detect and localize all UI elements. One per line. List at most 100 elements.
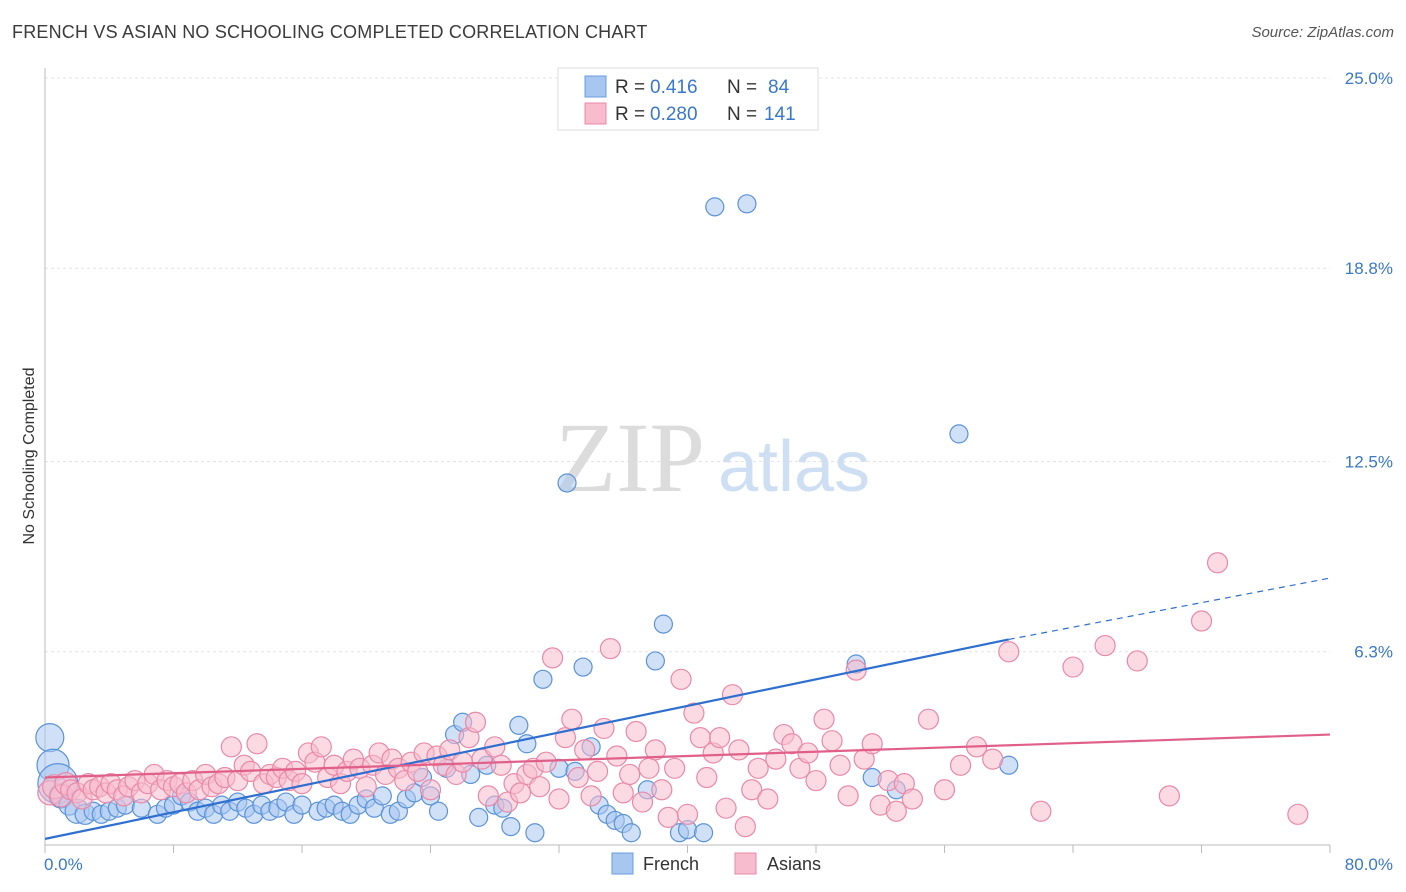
asians-point bbox=[586, 760, 609, 782]
asians-point bbox=[715, 797, 737, 819]
asians-point bbox=[696, 766, 718, 789]
y-tick-label: 25.0% bbox=[1345, 69, 1393, 88]
french-point bbox=[501, 816, 521, 837]
legend-n-label-asians: N = bbox=[727, 104, 757, 125]
asians-point bbox=[813, 708, 835, 730]
asians-point bbox=[1190, 610, 1213, 632]
asians-point bbox=[741, 779, 763, 801]
asians-point bbox=[734, 815, 756, 838]
y-tick-label: 12.5% bbox=[1345, 453, 1393, 472]
asians-point bbox=[676, 803, 699, 825]
asians-point bbox=[670, 668, 692, 690]
asians-point bbox=[619, 763, 641, 786]
asians-point bbox=[821, 730, 843, 752]
french-point bbox=[533, 669, 553, 689]
french-point bbox=[35, 723, 65, 753]
legend-swatch-asians bbox=[584, 102, 607, 125]
legend-n-label-french: N = bbox=[727, 77, 757, 98]
asians-point bbox=[631, 791, 654, 813]
source-label: Source: ZipAtlas.com bbox=[1251, 24, 1394, 41]
bottom-legend: French Asians bbox=[611, 852, 821, 875]
asians-point bbox=[728, 739, 750, 761]
asians-point bbox=[548, 788, 570, 810]
french-trend-extension bbox=[1008, 577, 1331, 641]
asians-point bbox=[901, 788, 923, 810]
asians-point bbox=[651, 779, 673, 801]
french-series bbox=[35, 194, 1019, 843]
asians-point bbox=[574, 739, 596, 761]
french-trend-line bbox=[44, 638, 1009, 840]
asians-point bbox=[535, 751, 557, 773]
asians-point bbox=[612, 782, 634, 804]
axes bbox=[44, 68, 1331, 853]
y-tick-labels: 6.3% 12.5% 18.8% 25.0% bbox=[1345, 69, 1393, 662]
asians-point bbox=[805, 769, 827, 792]
asians-point bbox=[949, 754, 972, 776]
asians-point bbox=[829, 754, 851, 776]
asians-point bbox=[490, 754, 512, 776]
asians-point bbox=[837, 785, 859, 807]
x-tick-label-min: 0.0% bbox=[44, 855, 83, 874]
asians-point bbox=[747, 757, 769, 779]
asians-point bbox=[885, 800, 907, 822]
french-point bbox=[428, 801, 449, 821]
french-point bbox=[372, 786, 392, 806]
french-point bbox=[737, 194, 757, 214]
asians-point bbox=[644, 739, 666, 761]
asians-point bbox=[246, 733, 268, 755]
asians-point bbox=[355, 776, 377, 798]
asians-point bbox=[567, 766, 589, 789]
asians-point bbox=[509, 782, 532, 804]
french-point bbox=[621, 823, 641, 843]
asians-point bbox=[464, 711, 487, 733]
asians-point bbox=[541, 647, 564, 669]
asians-series bbox=[37, 552, 1309, 838]
bottom-legend-asians: Asians bbox=[767, 854, 821, 874]
asians-point bbox=[781, 733, 803, 755]
asians-point bbox=[561, 708, 583, 730]
asians-point bbox=[638, 757, 660, 779]
legend-n-value-asians: 141 bbox=[764, 104, 796, 125]
asians-point bbox=[664, 757, 686, 779]
french-point bbox=[949, 424, 969, 444]
y-tick-label: 18.8% bbox=[1345, 259, 1393, 278]
watermark-atlas: atlas bbox=[718, 427, 870, 507]
asians-point bbox=[419, 779, 442, 801]
french-point bbox=[705, 197, 725, 217]
asians-point bbox=[1206, 552, 1229, 574]
asians-point bbox=[1287, 803, 1309, 825]
asians-point bbox=[1158, 785, 1180, 807]
asians-trend-line bbox=[44, 733, 1331, 779]
french-point bbox=[292, 795, 312, 815]
asians-point bbox=[683, 702, 705, 724]
french-point bbox=[645, 651, 665, 671]
asians-point bbox=[220, 736, 242, 758]
chart-title: FRENCH VS ASIAN NO SCHOOLING COMPLETED C… bbox=[12, 22, 648, 42]
asians-point bbox=[310, 736, 332, 758]
bottom-legend-french: French bbox=[643, 854, 699, 874]
asians-point bbox=[933, 779, 956, 801]
watermark: ZIP atlas bbox=[555, 402, 870, 513]
grid-lines bbox=[45, 77, 1330, 653]
x-tick-label-max: 80.0% bbox=[1345, 855, 1393, 874]
french-point bbox=[509, 715, 529, 735]
french-point bbox=[693, 823, 714, 843]
asians-point bbox=[1062, 656, 1084, 678]
asians-point bbox=[917, 708, 940, 730]
watermark-zip: ZIP bbox=[555, 402, 705, 513]
asians-point bbox=[599, 638, 622, 660]
legend: R = 0.416 N = 84 R = 0.280 N = 141 bbox=[557, 67, 819, 131]
bottom-legend-swatch-asians bbox=[734, 852, 757, 875]
legend-r-label-french: R = bbox=[615, 77, 645, 98]
legend-swatch-french bbox=[584, 75, 607, 98]
asians-point bbox=[709, 727, 731, 749]
asians-point bbox=[1030, 800, 1052, 822]
asians-point bbox=[606, 745, 628, 767]
bottom-legend-swatch-french bbox=[611, 852, 634, 875]
french-point bbox=[573, 657, 593, 677]
asians-point bbox=[529, 776, 551, 798]
asians-point bbox=[1126, 650, 1148, 672]
asians-point bbox=[625, 720, 647, 743]
asians-point bbox=[1094, 634, 1116, 657]
y-axis-label: No Schooling Completed bbox=[21, 368, 38, 545]
